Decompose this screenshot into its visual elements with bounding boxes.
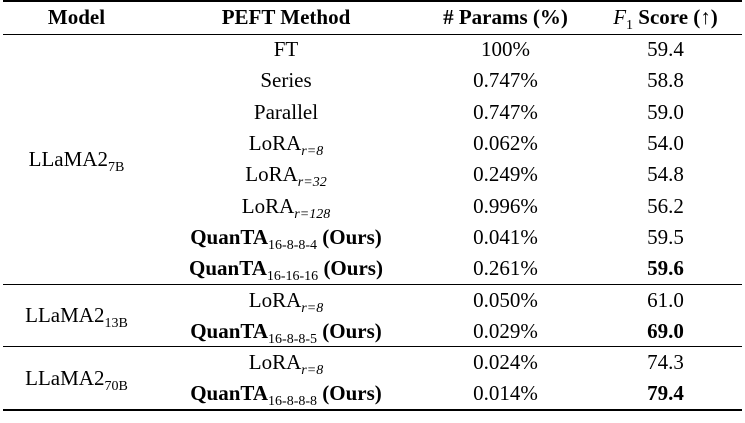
model-cell: LLaMA270B — [3, 347, 150, 410]
header-row: Model PEFT Method # Params (%) F1 Score … — [3, 1, 742, 34]
method-name: FT — [273, 37, 299, 62]
method-name: LoRA — [248, 350, 302, 375]
score-cell: 58.8 — [647, 68, 684, 93]
table-row: LoRAr=32 0.249% 54.8 — [3, 159, 742, 190]
score-cell: 59.0 — [647, 99, 684, 124]
method-cell: QuanTA16-8-8-8 (Ours) — [150, 378, 422, 409]
model-size: 70B — [104, 378, 128, 394]
method-config: r=32 — [297, 175, 327, 191]
header-params: # Params (%) — [443, 5, 568, 30]
method-name: LoRA — [245, 162, 298, 187]
model-name: LLaMA2 — [25, 365, 105, 390]
method-cell: FT — [150, 34, 422, 65]
method-cell: LoRAr=128 — [150, 190, 422, 222]
table-row: QuanTA16-8-8-4 (Ours) 0.041% 59.5 — [3, 222, 742, 253]
method-cell: Series — [150, 65, 422, 96]
table-row: LLaMA27B FT 100% 59.4 — [3, 34, 742, 174]
header-score-text: Score (↑) — [633, 5, 718, 30]
ours-label: (Ours) — [317, 224, 382, 249]
ours-label: (Ours) — [317, 380, 382, 405]
method-name: Parallel — [253, 99, 319, 124]
method-name: LoRA — [248, 287, 302, 312]
score-cell: 74.3 — [647, 350, 684, 375]
method-config: r=8 — [301, 363, 324, 379]
model-name: LLaMA2 — [25, 303, 105, 328]
params-cell: 0.029% — [473, 318, 538, 343]
params-cell: 100% — [481, 37, 530, 62]
score-cell: 54.0 — [647, 131, 684, 156]
header-score-sub: 1 — [626, 18, 634, 34]
model-name: LLaMA2 — [28, 146, 108, 171]
params-cell: 0.014% — [473, 380, 538, 405]
method-cell: QuanTA16-8-8-4 (Ours) — [150, 222, 422, 253]
params-cell: 0.249% — [473, 162, 538, 187]
header-method: PEFT Method — [221, 5, 351, 30]
table-row: LoRAr=128 0.996% 56.2 — [3, 190, 742, 222]
score-cell: 59.4 — [647, 37, 684, 62]
ours-label: (Ours) — [317, 318, 382, 343]
params-cell: 0.024% — [473, 350, 538, 375]
header-model: Model — [47, 5, 106, 30]
model-size: 13B — [104, 316, 128, 332]
method-config: 16-8-8-5 — [268, 331, 318, 347]
method-config: 16-8-8-8 — [268, 393, 318, 409]
table-row: Parallel 0.747% 59.0 — [3, 97, 742, 128]
method-name: QuanTA — [190, 224, 269, 249]
method-cell: LoRAr=8 — [150, 284, 422, 316]
method-cell: LoRAr=8 — [150, 347, 422, 378]
table-row: LLaMA270B LoRAr=8 0.024% 74.3 — [3, 346, 742, 393]
table-row: Series 0.747% 58.8 — [3, 65, 742, 96]
model-cell: LLaMA27B — [3, 34, 150, 284]
method-name: QuanTA — [190, 318, 269, 343]
score-cell: 59.5 — [647, 224, 684, 249]
table-body: LLaMA27B FT 100% 59.4 Series 0.747% 58.8 Parall… — [3, 34, 742, 410]
params-cell: 0.261% — [473, 255, 538, 280]
score-cell: 56.2 — [647, 193, 684, 218]
method-cell: QuanTA16-8-8-5 (Ours) — [150, 316, 422, 347]
method-name: QuanTA — [189, 255, 267, 280]
results-table: Model PEFT Method # Params (%) F1 Score … — [3, 0, 742, 411]
method-cell: Parallel — [150, 97, 422, 128]
ours-label: (Ours) — [318, 255, 383, 280]
method-cell: QuanTA16-16-16 (Ours) — [150, 253, 422, 284]
score-cell: 54.8 — [647, 162, 684, 187]
table-row: LoRAr=8 0.062% 54.0 — [3, 128, 742, 159]
method-name: QuanTA — [190, 380, 269, 405]
header-score-var: F — [613, 5, 627, 30]
method-name: LoRA — [248, 131, 302, 156]
params-cell: 0.041% — [473, 224, 538, 249]
params-cell: 0.050% — [473, 287, 538, 312]
model-cell: LLaMA213B — [3, 284, 150, 347]
params-cell: 0.747% — [473, 99, 538, 124]
table-row: LLaMA213B LoRAr=8 0.050% 61.0 — [3, 284, 742, 331]
method-config: 16-8-8-4 — [268, 237, 318, 253]
table-row: QuanTA16-8-8-8 (Ours) 0.014% 79.4 — [3, 378, 742, 410]
score-cell: 69.0 — [647, 318, 684, 343]
params-cell: 0.996% — [473, 193, 538, 218]
table-row: QuanTA16-16-16 (Ours) 0.261% 59.6 — [3, 253, 742, 284]
params-cell: 0.747% — [473, 68, 538, 93]
method-config: r=8 — [301, 300, 324, 316]
table-row: QuanTA16-8-8-5 (Ours) 0.029% 69.0 — [3, 316, 742, 347]
method-config: 16-16-16 — [266, 268, 319, 284]
score-cell: 79.4 — [647, 380, 684, 405]
model-size: 7B — [107, 159, 125, 175]
params-cell: 0.062% — [473, 131, 538, 156]
method-config: r=128 — [294, 206, 331, 222]
method-name: LoRA — [241, 193, 295, 218]
method-cell: LoRAr=32 — [150, 159, 422, 190]
score-cell: 59.6 — [647, 255, 684, 280]
method-config: r=8 — [301, 144, 324, 160]
method-name: Series — [260, 68, 312, 93]
header-score: F1 Score (↑) — [589, 1, 742, 34]
method-cell: LoRAr=8 — [150, 128, 422, 159]
score-cell: 61.0 — [647, 287, 684, 312]
